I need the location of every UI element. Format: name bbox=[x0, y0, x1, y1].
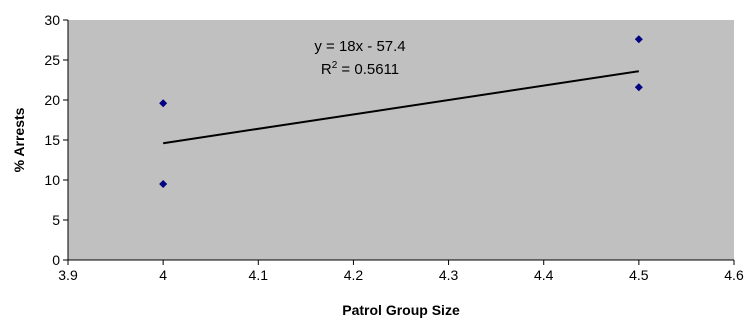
x-tick-label: 4.1 bbox=[249, 267, 269, 283]
x-tick-label: 4.3 bbox=[439, 267, 459, 283]
r-squared-superscript: 2 bbox=[332, 60, 338, 71]
y-axis-title: % Arrests bbox=[11, 107, 27, 172]
r-squared-prefix: R bbox=[321, 61, 332, 78]
data-point bbox=[159, 180, 168, 188]
x-axis-title: Patrol Group Size bbox=[342, 302, 460, 318]
trendline bbox=[162, 70, 640, 145]
y-tick-label: 20 bbox=[44, 92, 60, 108]
x-tick-label: 4.4 bbox=[534, 267, 554, 283]
trend-equation: y = 18x - 57.4 bbox=[314, 38, 405, 55]
r-squared-label: R2 = 0.5611 bbox=[321, 60, 399, 78]
r-squared-value: = 0.5611 bbox=[337, 61, 399, 78]
data-point bbox=[634, 83, 643, 92]
tick-labels: 0 5 10 15 20 25 30 3.9 4 4.1 4.2 4.3 4.4 4.5 4.6 bbox=[44, 12, 744, 283]
data-points bbox=[159, 35, 643, 188]
x-tick-label: 4.6 bbox=[724, 267, 744, 283]
plot-area bbox=[68, 20, 734, 260]
x-tick-label: 4 bbox=[159, 267, 167, 283]
y-tick-label: 5 bbox=[52, 212, 60, 228]
y-tick-label: 15 bbox=[44, 132, 60, 148]
y-tick-label: 10 bbox=[44, 172, 60, 188]
y-tick-label: 0 bbox=[52, 252, 60, 268]
x-tick-label: 3.9 bbox=[58, 267, 78, 283]
data-point bbox=[159, 99, 168, 108]
data-point bbox=[634, 35, 643, 44]
y-tick-label: 30 bbox=[44, 12, 60, 28]
x-tick-label: 4.5 bbox=[629, 267, 649, 283]
y-tick-label: 25 bbox=[44, 52, 60, 68]
x-tick-label: 4.2 bbox=[344, 267, 364, 283]
